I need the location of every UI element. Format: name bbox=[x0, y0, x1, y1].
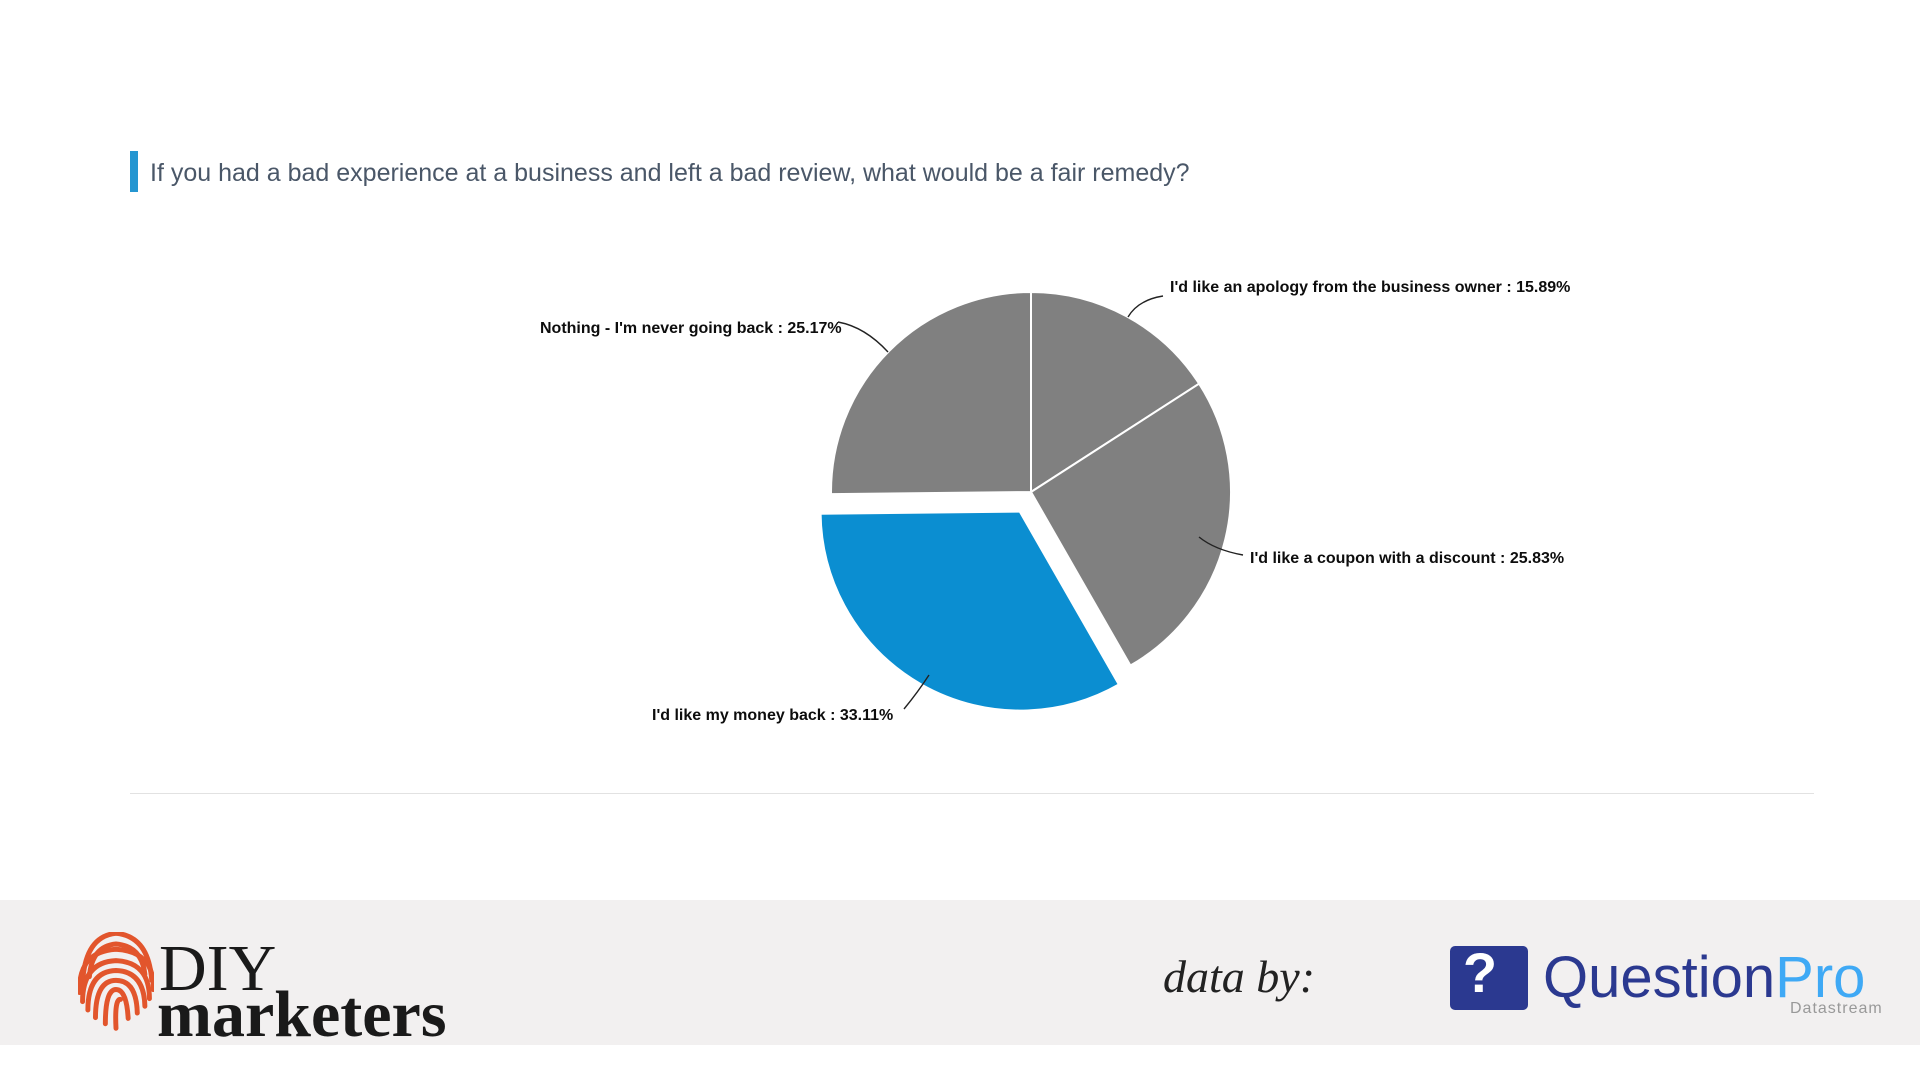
svg-text:?: ? bbox=[1463, 946, 1497, 1004]
